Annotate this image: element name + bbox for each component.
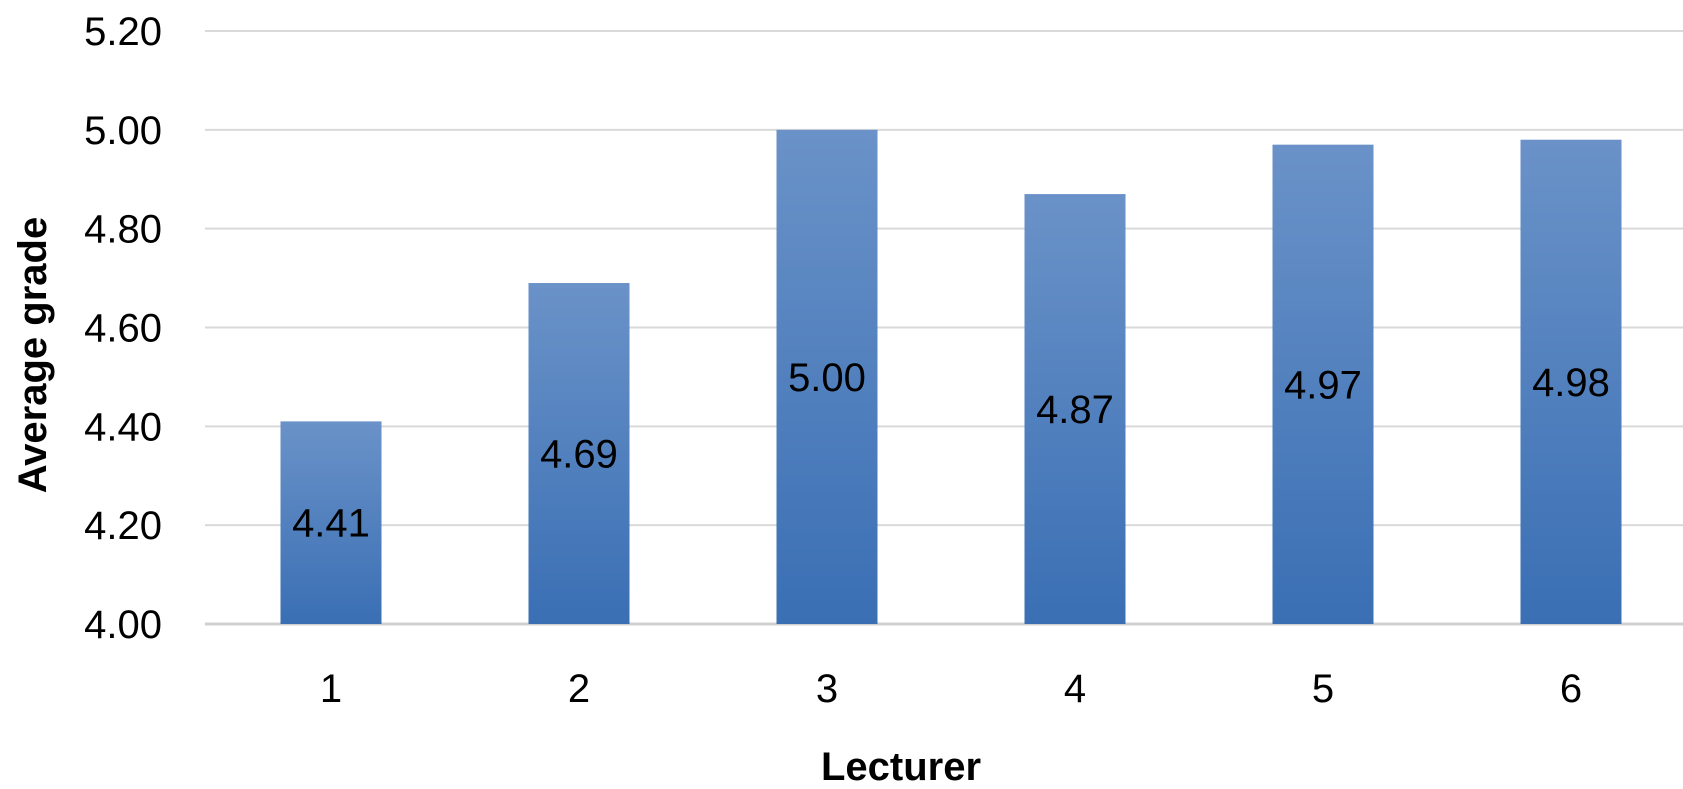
y-tick-label: 4.00	[84, 603, 162, 647]
y-tick-label: 5.20	[84, 10, 162, 54]
bar	[1520, 139, 1622, 624]
y-axis-ticks: 4.00 4.20 4.40 4.60 4.80 5.00 5.20	[84, 10, 162, 647]
data-label: 5.00	[788, 356, 866, 400]
y-tick-label: 5.00	[84, 109, 162, 153]
data-label: 4.41	[292, 502, 370, 546]
bar	[1024, 194, 1126, 624]
bar	[776, 129, 878, 625]
bar	[528, 283, 630, 624]
x-tick-label: 6	[1560, 667, 1582, 711]
x-axis-ticks: 1 2 3 4 5 6	[320, 667, 1582, 711]
x-tick-label: 5	[1312, 667, 1334, 711]
x-tick-label: 3	[816, 667, 838, 711]
y-tick-label: 4.20	[84, 504, 162, 548]
y-tick-label: 4.60	[84, 307, 162, 351]
data-labels: 4.41 4.69 5.00 4.87 4.97 4.98	[292, 356, 1610, 546]
data-label: 4.97	[1284, 363, 1362, 407]
y-tick-label: 4.40	[84, 405, 162, 449]
gridlines	[205, 30, 1683, 626]
bar	[1272, 144, 1374, 625]
y-tick-label: 4.80	[84, 208, 162, 252]
data-label: 4.98	[1532, 361, 1610, 405]
x-tick-label: 2	[568, 667, 590, 711]
data-label: 4.69	[540, 433, 618, 477]
bar	[280, 421, 382, 624]
data-label: 4.87	[1036, 388, 1114, 432]
x-tick-label: 4	[1064, 667, 1086, 711]
x-axis-title: Lecturer	[821, 745, 981, 784]
bars	[280, 129, 1622, 625]
y-axis-title: Average grade	[11, 217, 55, 493]
x-tick-label: 1	[320, 667, 342, 711]
